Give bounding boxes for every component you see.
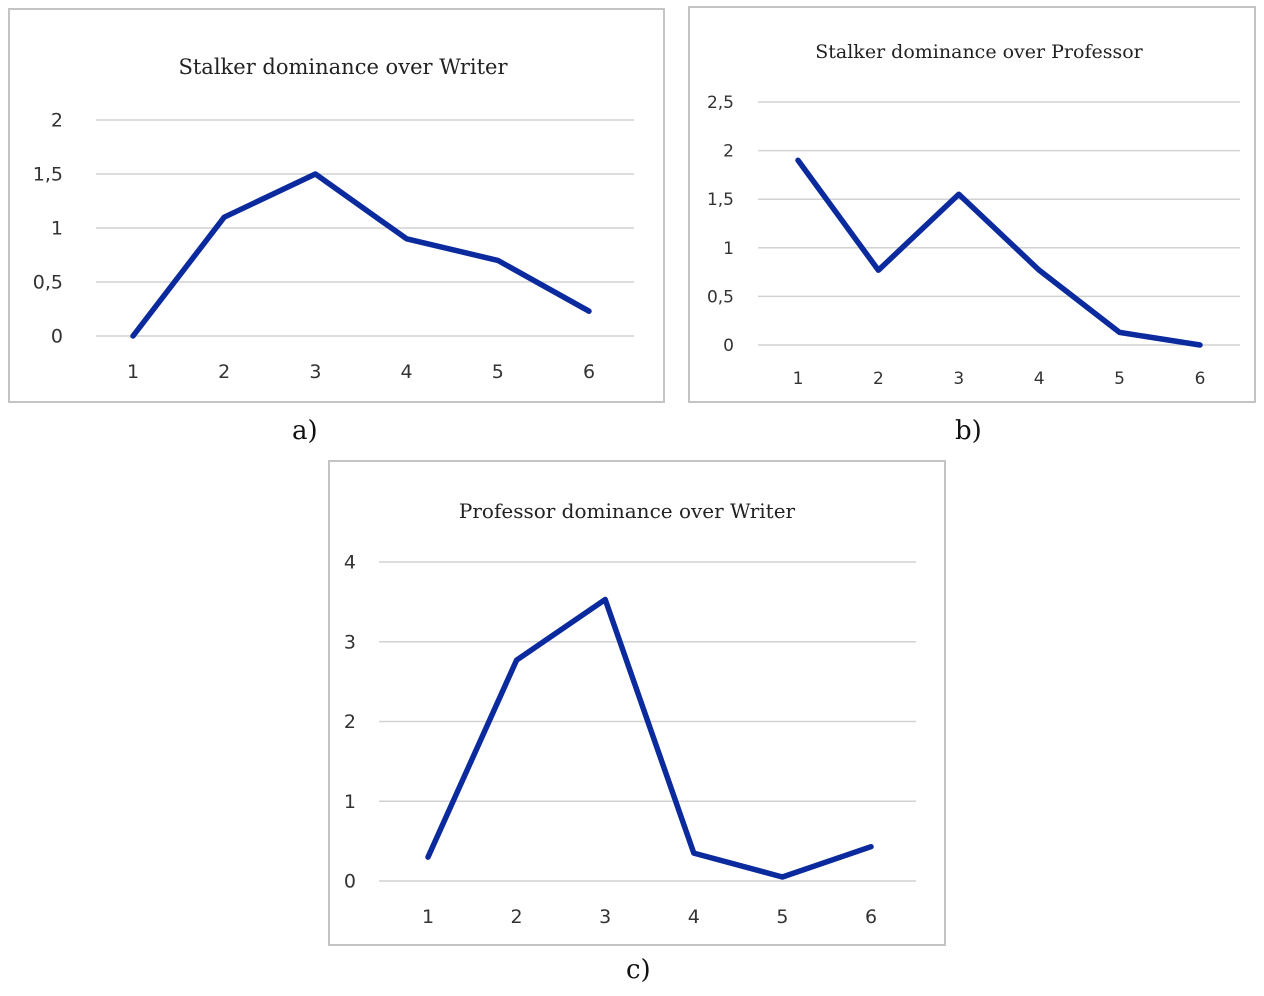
y-tick-label-a-4: 2: [51, 110, 63, 132]
x-tick-label-b-5: 6: [1195, 369, 1206, 389]
y-tick-label-b-3: 1,5: [707, 190, 734, 210]
chart-title-a: Stalker dominance over Writer: [178, 55, 508, 79]
series-line-b-0: [795, 157, 1203, 348]
y-tick-label-b-2: 1: [723, 239, 734, 259]
caption-b: b): [955, 416, 982, 446]
x-tick-label-c-4: 5: [776, 906, 788, 928]
series-line-a-0: [130, 171, 592, 339]
caption-c: c): [626, 955, 651, 985]
chart-svg-b: Stalker dominance over Professor 0 0,5 1 1,5…: [707, 41, 1240, 389]
x-tick-label-a-2: 3: [309, 361, 321, 383]
y-tick-label-a-3: 1,5: [33, 164, 63, 186]
x-tick-label-b-4: 5: [1114, 369, 1125, 389]
y-tick-label-c-0: 0: [344, 871, 356, 893]
x-tick-label-b-3: 4: [1034, 369, 1045, 389]
x-tick-label-b-2: 3: [953, 369, 964, 389]
y-tick-label-b-0: 0: [723, 336, 734, 356]
caption-a: a): [292, 416, 318, 446]
y-tick-label-a-1: 0,5: [33, 272, 63, 294]
y-tick-label-c-3: 3: [344, 631, 356, 653]
y-tick-label-c-4: 4: [344, 552, 356, 574]
x-tick-label-a-4: 5: [492, 361, 504, 383]
x-tick-label-a-1: 2: [218, 361, 230, 383]
x-tick-label-b-0: 1: [793, 369, 804, 389]
chart-title-b: Stalker dominance over Professor: [815, 41, 1143, 63]
y-tick-label-c-1: 1: [344, 791, 356, 813]
y-tick-label-a-0: 0: [51, 326, 63, 348]
x-tick-label-c-2: 3: [599, 906, 611, 928]
x-tick-label-b-1: 2: [873, 369, 884, 389]
y-tick-label-b-1: 0,5: [707, 287, 734, 307]
series-line-c-0: [425, 596, 874, 880]
y-tick-label-a-2: 1: [51, 218, 63, 240]
chart-title-c: Professor dominance over Writer: [459, 499, 796, 523]
y-tick-label-b-5: 2,5: [707, 93, 734, 113]
y-tick-label-b-4: 2: [723, 142, 734, 162]
x-tick-label-a-5: 6: [583, 361, 595, 383]
chart-svg-a: Stalker dominance over Writer 0 0,5 1 1,5 2 1 2…: [33, 55, 634, 383]
x-tick-label-c-0: 1: [422, 906, 434, 928]
chart-panel-a: Stalker dominance over Writer 0 0,5 1 1,5 2 1 2…: [8, 8, 665, 403]
x-tick-label-a-0: 1: [127, 361, 139, 383]
y-tick-label-c-2: 2: [344, 711, 356, 733]
x-tick-label-c-1: 2: [511, 906, 523, 928]
x-tick-label-a-3: 4: [401, 361, 413, 383]
x-tick-label-c-3: 4: [688, 906, 700, 928]
chart-panel-c: Professor dominance over Writer 0 1 2 3 4 1 2 3 4…: [328, 460, 946, 946]
chart-svg-c: Professor dominance over Writer 0 1 2 3 4 1 2 3 4…: [344, 499, 916, 928]
x-tick-label-c-5: 6: [865, 906, 877, 928]
chart-panel-b: Stalker dominance over Professor 0 0,5 1 1,5…: [688, 6, 1256, 403]
